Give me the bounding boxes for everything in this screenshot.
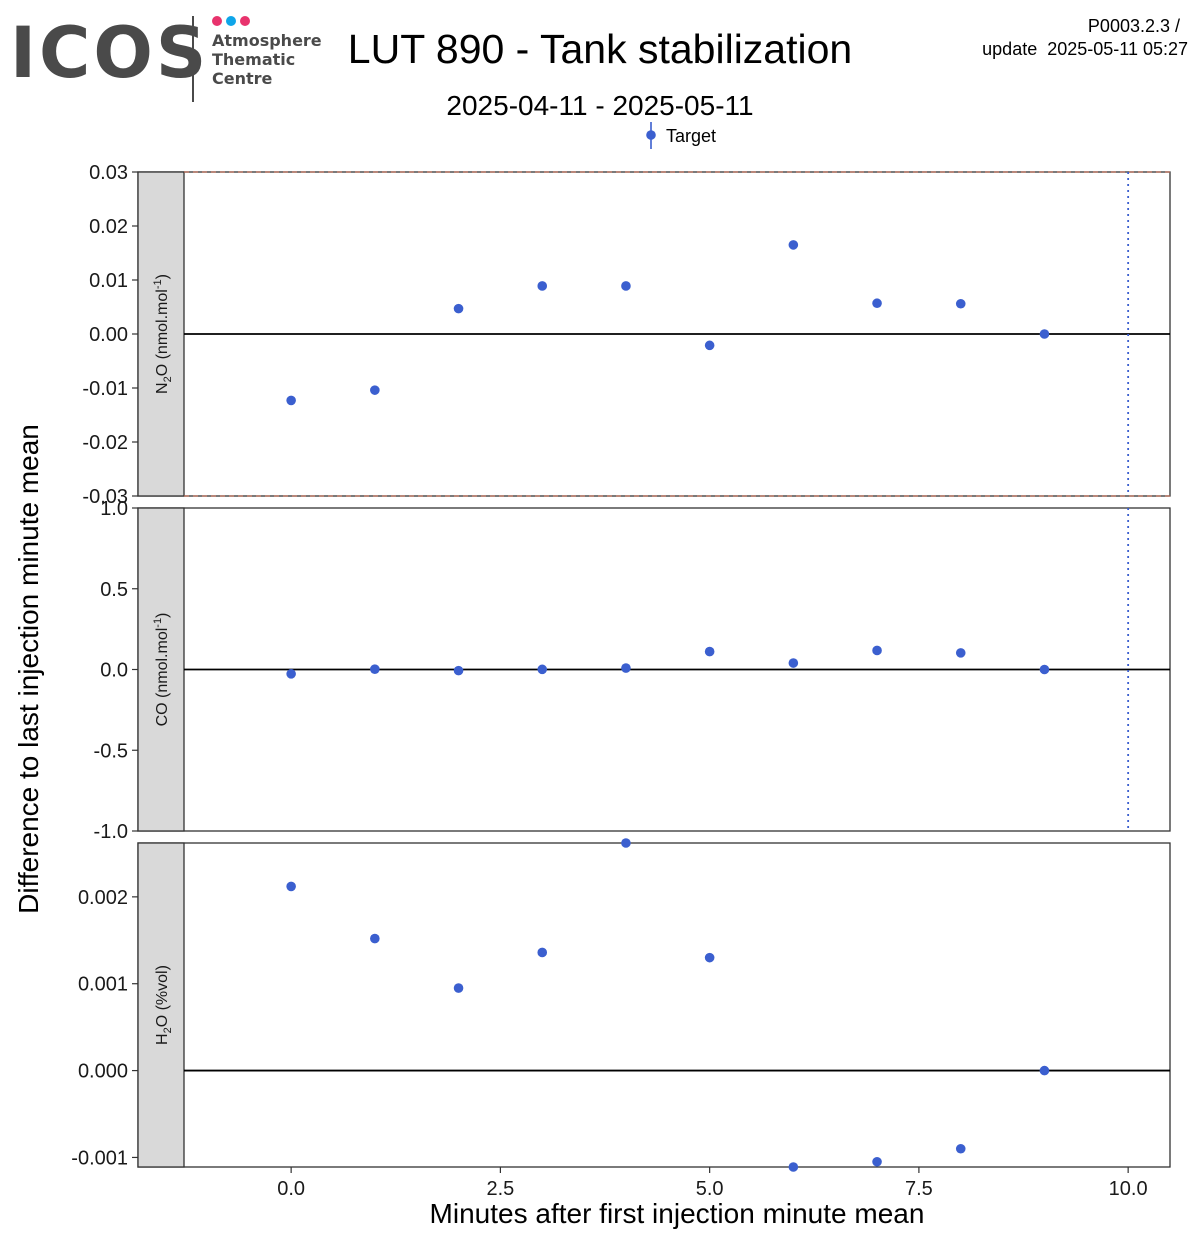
x-axis-title: Minutes after first injection minute mea… [430, 1198, 925, 1229]
version-label: P0003.2.3 / [1087, 16, 1180, 36]
y-tick-label: -0.001 [71, 1147, 128, 1169]
logo-line-3: Centre [212, 69, 273, 88]
x-tick-label: 7.5 [905, 1178, 933, 1200]
data-point [788, 1162, 799, 1172]
logo-wordmark: ICOS [10, 12, 210, 94]
panel-strip [137, 171, 185, 497]
data-point [537, 947, 548, 958]
data-point [1039, 1065, 1050, 1076]
y-axis-title: Difference to last injection minute mean [13, 424, 44, 914]
data-point [955, 1143, 966, 1154]
data-point [621, 838, 631, 848]
data-point [286, 395, 296, 406]
data-point [537, 281, 548, 291]
y-tick-label: 0.5 [100, 579, 128, 601]
panel-strip-label: N2O (nmol.mol-1) [152, 274, 174, 394]
y-tick-label: 0.0 [100, 660, 128, 682]
logo-dot-2 [226, 16, 236, 26]
legend-marker [646, 130, 656, 140]
y-tick-label: 0.02 [89, 216, 128, 238]
data-point [872, 645, 882, 656]
data-point [621, 281, 631, 291]
data-point [286, 881, 296, 892]
logo-dot-3 [240, 16, 250, 26]
data-point [788, 240, 799, 250]
data-point [286, 669, 296, 679]
y-tick-label: 0.03 [89, 162, 128, 184]
data-point [704, 952, 715, 963]
data-point [370, 664, 380, 674]
data-point [1039, 329, 1050, 339]
y-tick-label: -1.0 [94, 821, 128, 843]
logo-divider [192, 16, 194, 102]
data-point [370, 933, 380, 944]
data-point [453, 983, 464, 993]
page-title: LUT 890 - Tank stabilization [347, 26, 853, 72]
update-label: update 2025-05-11 05:27 [982, 39, 1188, 59]
y-tick-label: 0.00 [89, 324, 128, 346]
data-point [621, 663, 631, 673]
data-point [453, 303, 464, 314]
icos-logo: ICOS Atmosphere Thematic Centre [10, 12, 322, 106]
x-tick-label: 0.0 [277, 1178, 305, 1200]
data-point [453, 665, 464, 676]
data-point [370, 385, 380, 395]
y-tick-label: -0.5 [94, 740, 128, 762]
y-tick-label: 0.001 [78, 974, 128, 996]
data-point [955, 648, 966, 658]
panel-strip [137, 507, 185, 832]
y-tick-label: 0.01 [89, 270, 128, 292]
data-point [872, 298, 882, 309]
data-point [955, 298, 966, 309]
x-tick-label: 5.0 [696, 1178, 724, 1200]
x-tick-label: 10.0 [1109, 1178, 1148, 1200]
logo-dot-1 [212, 16, 222, 26]
panel-strip-label: H2O (%vol) [154, 965, 174, 1045]
panel-strip-label: CO (nmol.mol-1) [152, 613, 171, 727]
page-subtitle: 2025-04-11 - 2025-05-11 [446, 90, 754, 121]
logo-line-1: Atmosphere [212, 31, 322, 50]
x-tick-label: 2.5 [486, 1178, 514, 1200]
data-point [1039, 664, 1050, 675]
y-tick-label: -0.03 [82, 486, 128, 508]
data-point [788, 658, 799, 668]
data-point [704, 646, 715, 657]
y-tick-label: 1.0 [100, 498, 128, 520]
legend-label: Target [666, 126, 716, 146]
y-tick-label: -0.02 [82, 432, 128, 454]
y-tick-label: 0.000 [78, 1061, 128, 1083]
y-tick-label: 0.002 [78, 887, 128, 909]
panel-strip [137, 842, 185, 1168]
y-tick-label: -0.01 [82, 378, 128, 400]
logo-line-2: Thematic [212, 50, 296, 69]
data-point [537, 664, 548, 675]
panel-frame [137, 842, 1171, 1168]
data-point [704, 340, 715, 351]
data-point [872, 1156, 882, 1167]
